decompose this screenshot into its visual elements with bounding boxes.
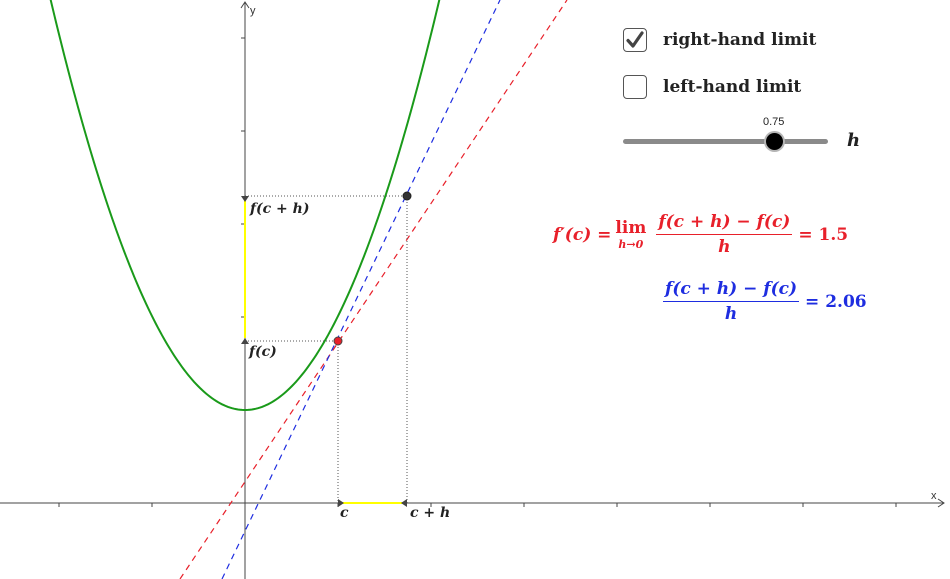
left-hand-limit-label: left-hand limit [663, 77, 802, 97]
derivative-formula: f′(c) = lim h→0 f(c + h) − f(c) h = 1.5 [553, 212, 848, 257]
label-c: c [340, 505, 349, 521]
label-f-c-plus-h: f(c + h) [249, 201, 309, 217]
function-curve[interactable] [10, 0, 476, 411]
guide-lines [245, 195, 408, 503]
difference-quotient-formula: f(c + h) − f(c) h = 2.06 [657, 279, 867, 324]
limit-operator: lim h→0 [615, 218, 646, 251]
derivative-denominator: h [656, 234, 793, 257]
right-hand-limit-checkbox-row[interactable]: right-hand limit [623, 28, 816, 52]
derivative-lhs: f′(c) = [553, 224, 612, 245]
checkmark-icon [626, 31, 644, 48]
quotient-fraction: f(c + h) − f(c) h [663, 279, 800, 324]
point-c[interactable] [333, 336, 343, 346]
axis-ticks [58, 37, 897, 507]
quotient-numerator: f(c + h) − f(c) [665, 279, 798, 299]
label-f-c: f(c) [248, 344, 277, 360]
secant-line[interactable] [221, 0, 501, 579]
quotient-result: = 2.06 [805, 291, 867, 312]
left-hand-limit-checkbox[interactable] [623, 75, 647, 99]
left-hand-limit-checkbox-row[interactable]: left-hand limit [623, 75, 801, 99]
h-slider-track[interactable] [623, 139, 828, 144]
y-axis-label: y [250, 5, 256, 17]
right-hand-limit-label: right-hand limit [663, 30, 817, 50]
slider-value: 0.75 [763, 116, 785, 128]
quotient-denominator: h [663, 301, 800, 324]
h-slider-label: h [847, 130, 861, 151]
h-slider-knob[interactable] [766, 133, 783, 150]
derivative-fraction: f(c + h) − f(c) h [656, 212, 793, 257]
x-axis [0, 498, 945, 508]
limit-word: lim [615, 218, 647, 238]
x-axis-label: x [931, 490, 937, 502]
label-c-plus-h: c + h [410, 505, 450, 521]
derivative-result: = 1.5 [798, 224, 849, 245]
derivative-numerator: f(c + h) − f(c) [658, 212, 791, 232]
limit-subscript: h→0 [618, 238, 644, 251]
point-c-plus-h[interactable] [402, 191, 412, 201]
right-hand-limit-checkbox[interactable] [623, 28, 647, 52]
interval-arrows [241, 196, 407, 507]
tangent-line[interactable] [179, 0, 568, 579]
